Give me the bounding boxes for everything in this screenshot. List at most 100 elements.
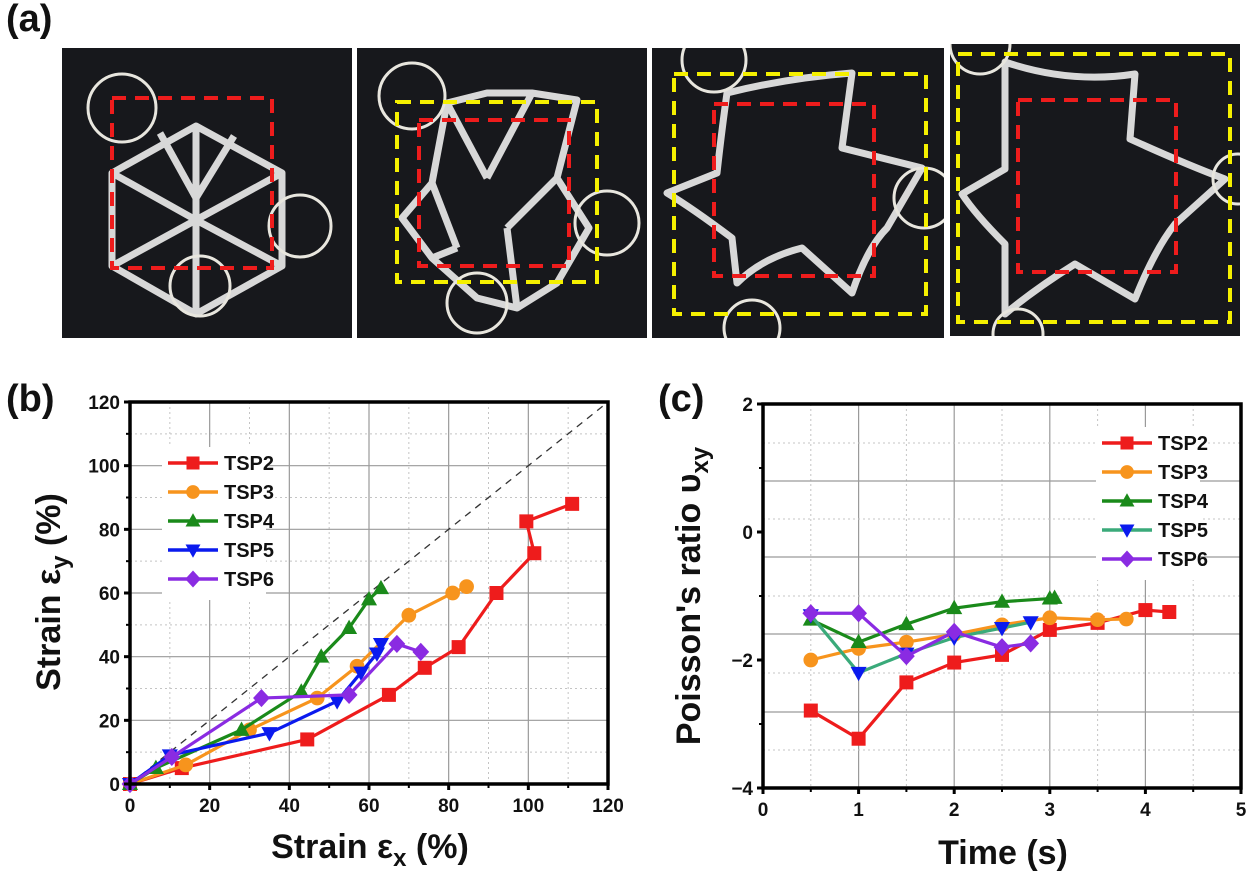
series-tsp3	[122, 579, 474, 792]
legend-marker-diamond-icon	[1119, 550, 1135, 568]
data-point-tsp4	[293, 683, 310, 698]
data-point-tsp2	[417, 660, 432, 675]
y-tick-label: 60	[99, 584, 120, 605]
attachment-rings	[377, 61, 641, 335]
x-tick-label: 3	[1045, 800, 1056, 821]
series-tsp4	[802, 589, 1063, 649]
y-tick-label: 120	[88, 393, 120, 414]
legend-item-tsp2: TSP2	[168, 453, 274, 475]
x-tick-label: 120	[592, 796, 624, 817]
photo-stage-1	[62, 48, 352, 338]
x-tick-label: 80	[438, 796, 459, 817]
data-point-tsp6	[253, 688, 270, 708]
chart-c-series	[802, 589, 1177, 746]
legend-item-tsp6: TSP6	[168, 569, 274, 591]
y-tick-label: 100	[88, 457, 120, 478]
data-point-tsp3	[1118, 611, 1134, 627]
data-point-tsp2	[519, 514, 534, 529]
yellow-dashed-box	[395, 100, 599, 284]
x-tick-label: 40	[279, 796, 300, 817]
legend-label: TSP6	[1158, 549, 1208, 571]
y-tick-label: −2	[731, 651, 753, 672]
legend-label: TSP2	[1158, 433, 1208, 455]
data-point-tsp2	[565, 496, 580, 511]
data-point-tsp2	[851, 731, 866, 746]
y-tick-label: 80	[99, 520, 120, 541]
photo-stage-2	[357, 48, 647, 338]
y-tick-label: 20	[99, 711, 120, 732]
data-point-tsp2	[489, 586, 504, 600]
data-point-tsp5	[372, 637, 389, 653]
chart-c-legend: TSP2 TSP3 TSP4 TSP5 TSP6	[1096, 427, 1209, 580]
photo-stage-4	[950, 44, 1240, 336]
data-point-tsp4	[313, 648, 330, 663]
data-point-tsp2	[1042, 622, 1057, 637]
data-point-tsp6	[388, 634, 406, 654]
legend-label: TSP4	[1158, 491, 1209, 513]
yellow-dashed-box	[956, 52, 1232, 324]
data-point-tsp4	[946, 599, 963, 615]
data-point-tsp2	[451, 640, 466, 655]
data-point-tsp2	[527, 546, 542, 561]
photo-stage-3	[652, 48, 944, 338]
data-point-tsp2	[1162, 605, 1177, 619]
data-point-tsp3	[178, 757, 194, 773]
y-tick-label: 40	[99, 648, 120, 669]
photo-stage-2-illustration	[377, 61, 641, 335]
data-point-tsp4	[341, 619, 358, 634]
data-point-tsp3	[1042, 610, 1058, 626]
chart-b-ylabel: Strain εy (%)	[30, 493, 74, 691]
chart-c-ylabel: Poisson's ratio υxy	[670, 446, 714, 745]
red-dashed-box	[110, 96, 274, 270]
data-point-tsp2	[381, 687, 396, 702]
data-point-tsp6	[802, 604, 820, 623]
data-point-tsp2	[803, 703, 818, 718]
series-line-tsp2	[129, 502, 573, 786]
data-point-tsp5	[261, 727, 278, 742]
y-tick-label: 0	[742, 523, 753, 544]
legend-item-tsp4: TSP4	[168, 511, 275, 533]
x-tick-label: 4	[1140, 800, 1151, 821]
legend-marker-square-icon	[186, 456, 200, 470]
data-point-tsp6	[993, 638, 1011, 657]
data-point-tsp5	[993, 622, 1011, 637]
data-point-tsp5	[329, 695, 346, 710]
data-point-tsp3	[459, 579, 474, 594]
data-point-tsp6	[945, 622, 963, 641]
data-point-tsp3	[1090, 612, 1105, 628]
yellow-dashed-box	[672, 72, 928, 316]
chart-b-series	[121, 496, 580, 794]
data-point-tsp4	[898, 615, 915, 631]
photo-stage-1-illustration	[86, 72, 333, 318]
red-dashed-box	[417, 118, 571, 268]
series-tsp6	[121, 634, 430, 794]
legend-marker-diamond-icon	[185, 570, 201, 588]
data-point-tsp4	[360, 590, 378, 606]
legend-item-tsp3: TSP3	[168, 482, 274, 504]
legend-label: TSP4	[224, 511, 275, 533]
chart-c-xlabel: Time (s)	[938, 834, 1068, 872]
x-tick-label: 1	[853, 800, 864, 821]
legend-marker-triangle-down-icon	[1119, 524, 1135, 538]
legend-label: TSP3	[1158, 462, 1208, 484]
legend-background	[162, 447, 266, 600]
panel-label-a: (a)	[6, 0, 53, 40]
data-point-tsp4	[993, 593, 1011, 608]
legend-marker-triangle-up-icon	[185, 513, 201, 527]
panel-label-c: (c)	[658, 378, 705, 420]
data-point-tsp2	[1138, 603, 1153, 618]
star-structure	[958, 58, 1229, 318]
legend-item-tsp3: TSP3	[1102, 462, 1208, 484]
legend-marker-triangle-down-icon	[185, 544, 201, 558]
data-point-tsp2	[300, 732, 315, 747]
data-point-tsp3	[445, 585, 460, 601]
chart-poisson-ratio: 0 1 2 3 4 5 −4 −2 0 2 TSP2 TSP3 TSP4 TSP5 TSP6 Time (…	[670, 395, 1247, 872]
data-point-tsp5	[850, 666, 867, 682]
y-tick-label: 0	[109, 775, 120, 796]
data-point-tsp5	[1022, 616, 1039, 631]
series-line-tsp3	[129, 585, 468, 786]
data-point-tsp4	[1046, 589, 1063, 604]
legend-label: TSP6	[224, 569, 274, 591]
legend-label: TSP3	[224, 482, 274, 504]
